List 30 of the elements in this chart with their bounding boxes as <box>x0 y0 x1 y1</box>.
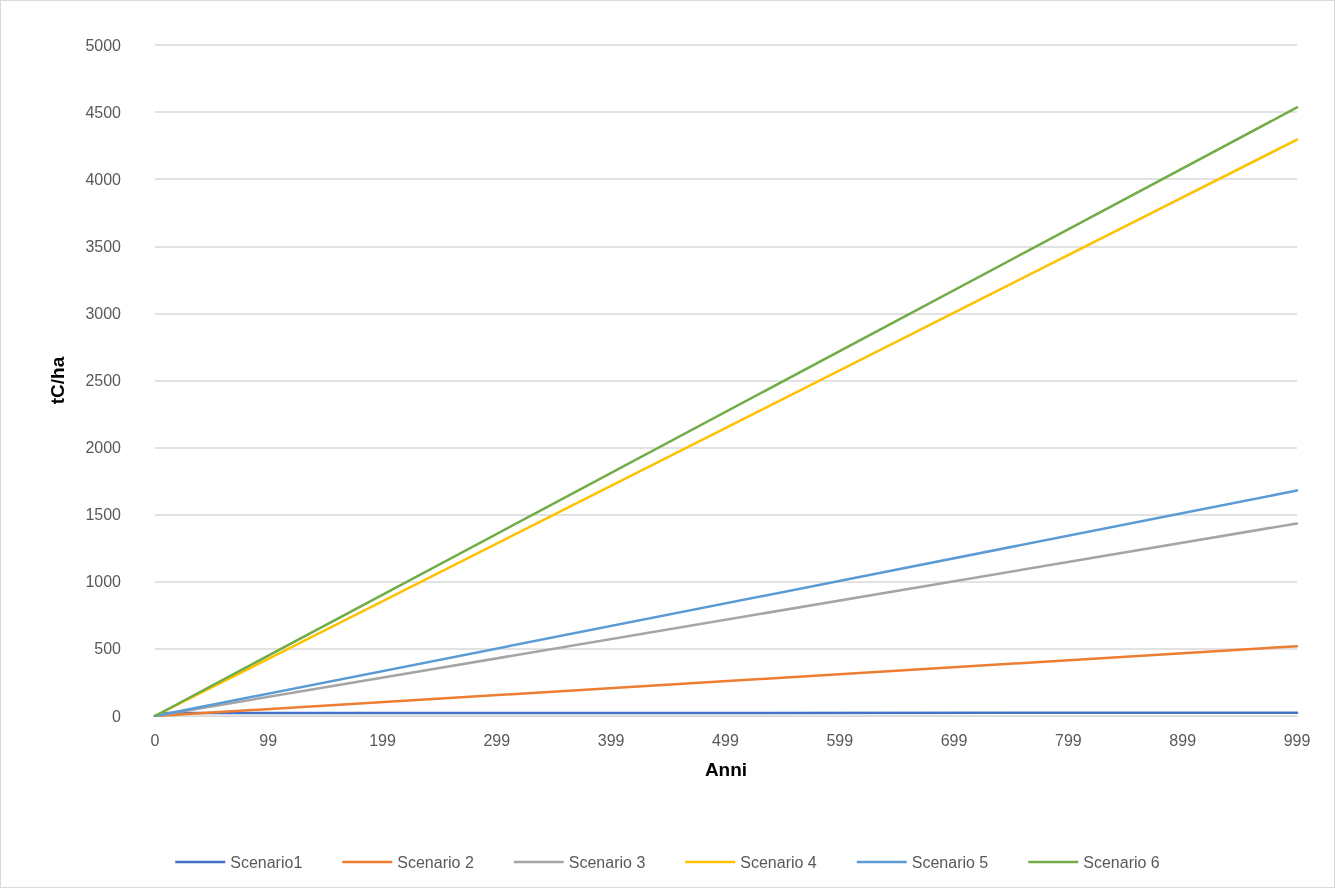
x-tick-label: 599 <box>826 731 854 749</box>
y-tick-label: 5000 <box>85 36 122 54</box>
y-tick-label: 1500 <box>85 506 122 524</box>
x-tick-label: 999 <box>1283 731 1311 749</box>
x-axis-title: Anni <box>704 759 748 780</box>
y-tick-label: 3000 <box>85 304 122 322</box>
legend-label: Scenario 3 <box>568 853 646 871</box>
y-tick-label: 2500 <box>85 372 122 389</box>
legend-label: Scenario 2 <box>397 853 474 871</box>
y-tick-label: 2000 <box>85 439 122 457</box>
legend-label: Scenario1 <box>230 853 303 871</box>
y-axis-title: tC/ha <box>47 356 68 405</box>
y-tick-label: 4000 <box>85 170 122 188</box>
x-tick-label: 499 <box>712 731 739 749</box>
legend-label: Scenario 4 <box>740 853 817 871</box>
legend-label: Scenario 6 <box>1083 853 1160 871</box>
x-tick-label: 299 <box>483 731 511 749</box>
legend-label: Scenario 5 <box>911 853 989 871</box>
y-tick-label: 1000 <box>85 573 122 591</box>
x-tick-label: 899 <box>1169 731 1197 749</box>
x-tick-label: 0 <box>150 731 160 749</box>
y-tick-label: 4500 <box>85 103 122 121</box>
y-tick-label: 500 <box>94 640 122 658</box>
x-tick-label: 99 <box>259 731 278 749</box>
y-tick-label: 0 <box>112 707 122 725</box>
y-tick-label: 3500 <box>85 237 122 255</box>
x-tick-label: 199 <box>369 731 396 749</box>
x-tick-label: 799 <box>1055 731 1082 749</box>
x-tick-label: 699 <box>940 731 968 749</box>
x-tick-label: 399 <box>597 731 625 749</box>
